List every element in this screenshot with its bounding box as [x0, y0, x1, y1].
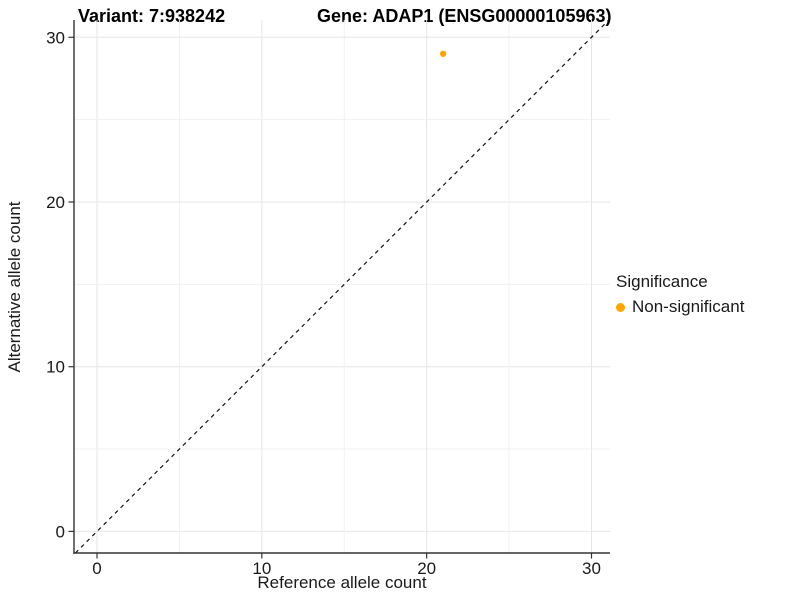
y-axis-tick-label: 0 — [56, 522, 65, 541]
plot-title-variant: Variant: 7:938242 — [78, 6, 226, 26]
legend-title: Significance — [616, 272, 708, 291]
legend-point-icon — [616, 302, 625, 312]
y-axis-title: Alternative allele count — [5, 201, 24, 373]
x-axis-tick-label: 10 — [252, 559, 271, 578]
identity-reference-line — [74, 19, 610, 554]
y-axis-tick-label: 30 — [46, 28, 65, 47]
x-axis-tick-label: 0 — [92, 559, 101, 578]
legend: Significance Non-significant — [616, 272, 744, 317]
data-point — [439, 50, 447, 57]
legend-item: Non-significant — [616, 297, 744, 317]
y-axis-tick-label: 20 — [46, 193, 65, 212]
legend-item-label: Non-significant — [632, 297, 745, 316]
x-axis-title: Reference allele count — [257, 573, 427, 592]
x-axis-tick-label: 30 — [582, 559, 601, 578]
plot-title-gene: Gene: ADAP1 (ENSG00000105963) — [317, 6, 612, 26]
y-axis-tick-label: 10 — [46, 358, 65, 377]
x-axis-tick-label: 20 — [417, 559, 436, 578]
